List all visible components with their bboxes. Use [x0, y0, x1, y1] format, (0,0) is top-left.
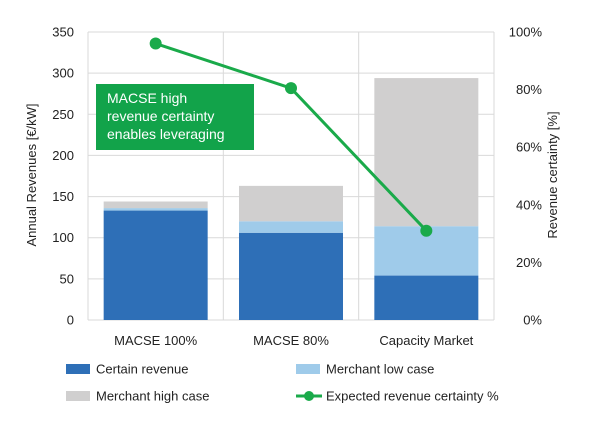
y-tick-label: 100	[52, 230, 74, 245]
legend-swatch	[66, 391, 90, 401]
bars	[103, 78, 479, 320]
bar-segment-2	[239, 221, 343, 233]
x-tick-label: MACSE 80%	[253, 333, 329, 348]
revenue-certainty-line	[149, 37, 433, 237]
y2-tick-label: 0%	[523, 313, 542, 328]
y-tick-label: 200	[52, 148, 74, 163]
legend: Certain revenue Merchant low case Merchant…	[66, 362, 499, 404]
annotation-box: MACSE high revenue certainty enables lever…	[96, 84, 254, 150]
y-tick-label: 300	[52, 66, 74, 81]
y-tick-label: 150	[52, 189, 74, 204]
annotation-line: enables leveraging	[107, 126, 225, 142]
bar-segment-3	[103, 201, 208, 209]
x-tick-label: MACSE 100%	[114, 333, 198, 348]
legend-swatch	[66, 364, 90, 374]
legend-label: Merchant high case	[96, 389, 209, 404]
bar-segment-3	[239, 185, 343, 222]
category-labels: MACSE 100% MACSE 80% Capacity Market	[114, 333, 474, 348]
legend-label: Expected revenue certainty %	[326, 389, 499, 404]
y-tick-label: 350	[52, 25, 74, 40]
line-point	[149, 37, 162, 50]
bar-segment-1	[239, 232, 343, 320]
annotation-background	[96, 84, 254, 150]
y2-tick-label: 80%	[516, 82, 542, 97]
bar-segment-1	[374, 275, 479, 320]
y2-tick-label: 60%	[516, 140, 542, 155]
left-axis-title: Annual Revenues [€/kW]	[24, 103, 39, 246]
right-axis-title: Revenue certainty [%]	[545, 111, 560, 238]
y2-tick-label: 20%	[516, 255, 542, 270]
y2-tick-label: 100%	[509, 25, 543, 40]
y-tick-label: 250	[52, 107, 74, 122]
right-axis-ticks: 0% 20% 40% 60% 80% 100%	[509, 25, 543, 328]
bar-segment-1	[103, 210, 208, 320]
x-tick-label: Capacity Market	[379, 333, 473, 348]
line-point	[420, 224, 433, 237]
y-tick-label: 0	[67, 313, 74, 328]
annotation-line: revenue certainty	[107, 108, 214, 124]
bar-segment-2	[103, 208, 208, 211]
y2-tick-label: 40%	[516, 197, 542, 212]
legend-label: Merchant low case	[326, 362, 434, 377]
legend-line-marker	[304, 391, 314, 401]
bar-segment-3	[374, 78, 479, 227]
line-point	[285, 82, 297, 95]
legend-swatch	[296, 364, 320, 374]
y-tick-label: 50	[60, 271, 74, 286]
legend-label: Certain revenue	[96, 362, 189, 377]
annotation-line: MACSE high	[107, 90, 187, 106]
left-axis-ticks: 0 50 100 150 200 250 300 350	[52, 25, 74, 328]
